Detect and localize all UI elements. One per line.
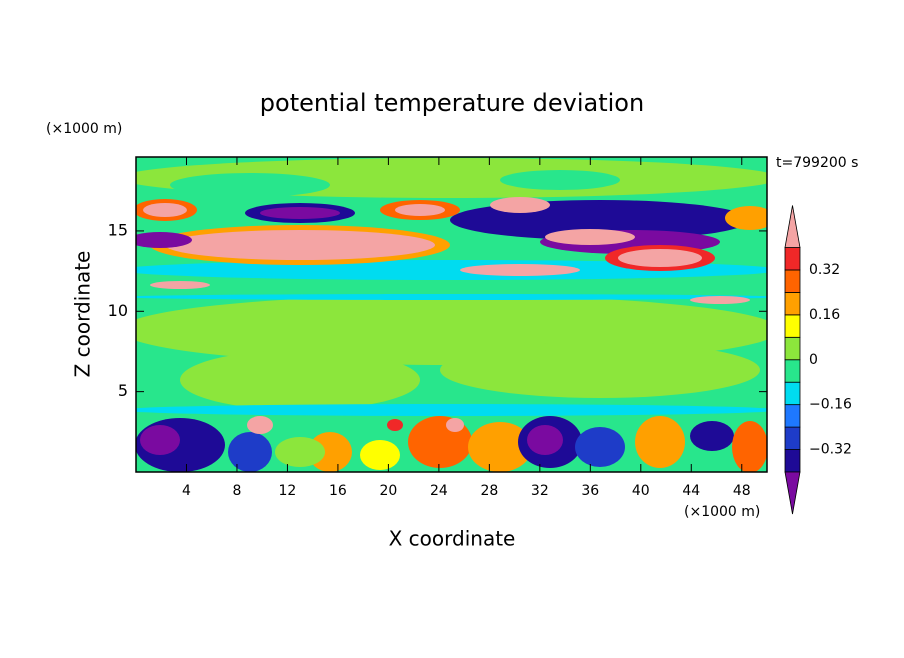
contour-region — [150, 281, 210, 289]
colorbar-low — [784, 471, 801, 515]
colorbar-label: 0.32 — [809, 262, 840, 278]
contour-region — [387, 419, 403, 431]
contour-region — [725, 206, 767, 230]
colorbar-box — [784, 359, 801, 383]
contour-region — [446, 418, 464, 432]
x-tick-label: 24 — [430, 483, 448, 499]
contour-region — [500, 170, 620, 190]
x-tick-label: 12 — [279, 483, 297, 499]
x-tick-label: 40 — [632, 483, 650, 499]
x-tick-label: 16 — [329, 483, 347, 499]
colorbar-box — [784, 314, 801, 338]
contour-region — [143, 203, 187, 217]
contour-region — [165, 230, 435, 260]
contour-region — [360, 440, 400, 470]
colorbar-box — [784, 381, 801, 406]
y-tick-label: 15 — [108, 220, 128, 239]
y-tick-label: 5 — [118, 381, 128, 400]
colorbar-label: −0.16 — [809, 397, 852, 413]
contour-region — [260, 207, 340, 219]
contour-region — [136, 404, 767, 416]
x-tick-label: 8 — [232, 483, 241, 499]
plot-frame — [135, 156, 768, 473]
colorbar-box — [784, 426, 801, 450]
contour-field — [136, 157, 767, 472]
contour-region — [732, 421, 767, 472]
contour-region — [136, 260, 767, 280]
colorbar-label: 0.16 — [809, 307, 840, 323]
colorbar-box — [784, 336, 801, 361]
contour-region — [170, 173, 330, 197]
colorbar-box — [784, 404, 801, 428]
contour-region — [618, 249, 702, 267]
x-tick-label: 48 — [733, 483, 751, 499]
contour-region — [468, 422, 532, 472]
contour-region — [395, 204, 445, 216]
x-axis-label: X coordinate — [389, 527, 516, 551]
contour-region — [308, 432, 352, 472]
x-tick-label: 20 — [379, 483, 397, 499]
contour-region — [228, 432, 272, 472]
contour-region — [460, 264, 580, 276]
contour-region — [440, 342, 760, 398]
contour-region — [136, 294, 767, 300]
contour-region — [635, 416, 685, 468]
x-tick-label: 32 — [531, 483, 549, 499]
y-axis-label: Z coordinate — [71, 251, 95, 378]
contour-region — [247, 416, 273, 434]
contour-region — [575, 427, 625, 467]
contour-region — [545, 229, 635, 245]
x-tick-label: 44 — [682, 483, 700, 499]
y-unit: (×1000 m) — [46, 121, 122, 137]
contour-region — [180, 350, 420, 410]
colorbar-label: 0 — [809, 352, 818, 368]
x-tick-label: 4 — [182, 483, 191, 499]
x-unit: (×1000 m) — [684, 504, 760, 520]
contour-region — [527, 425, 563, 455]
x-tick-label: 36 — [581, 483, 599, 499]
colorbar-box — [784, 247, 801, 271]
colorbar-box — [784, 449, 801, 473]
contour-region — [690, 296, 750, 304]
annotation: t=799200 s — [776, 155, 858, 171]
contour-region — [136, 232, 192, 248]
colorbar-high — [784, 205, 801, 248]
contour-region — [275, 437, 325, 467]
x-tick-label: 28 — [480, 483, 498, 499]
colorbar-box — [784, 269, 801, 293]
contour-region — [690, 421, 734, 451]
y-tick-label: 10 — [108, 301, 128, 320]
contour-region — [140, 425, 180, 455]
colorbar-label: −0.32 — [809, 442, 852, 458]
chart-title: potential temperature deviation — [260, 89, 644, 117]
contour-region — [490, 197, 550, 213]
colorbar-box — [784, 291, 801, 316]
